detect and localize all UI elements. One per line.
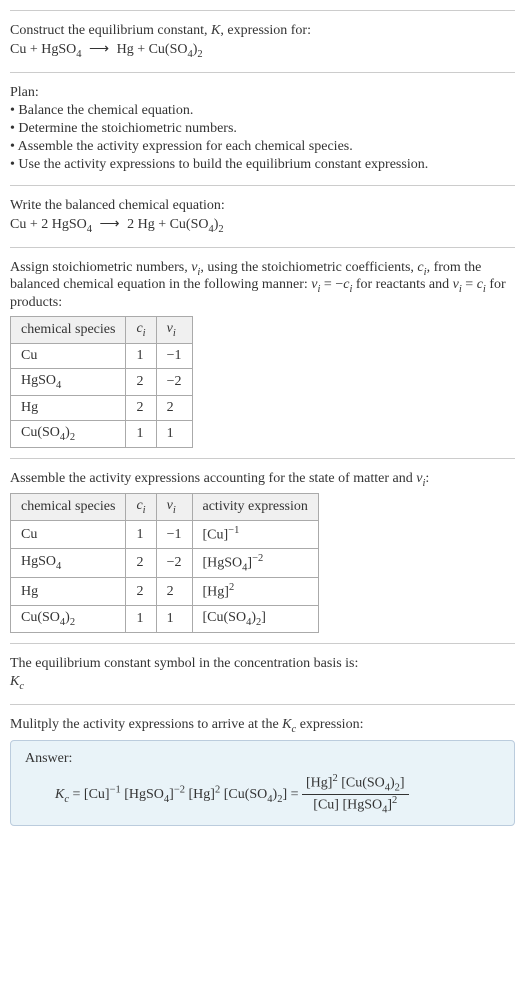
table-header: chemical species xyxy=(11,317,126,344)
table-cell: 2 xyxy=(156,578,192,606)
answer-box: Answer: Kc = [Cu]−1 [HgSO4]−2 [Hg]2 [Cu(… xyxy=(10,740,515,826)
balanced-heading: Write the balanced chemical equation: xyxy=(10,198,515,214)
answer-fraction: [Hg]2 [Cu(SO4)2][Cu] [HgSO4]2 xyxy=(302,773,409,815)
plan-heading: Plan: xyxy=(10,85,515,101)
table-cell: [Hg]2 xyxy=(192,578,318,606)
table-cell: 1 xyxy=(156,605,192,632)
table-cell: HgSO4 xyxy=(11,368,126,395)
table-row: HgSO4 2 −2 [HgSO4]−2 xyxy=(11,548,319,577)
table-cell: Hg xyxy=(11,578,126,606)
table-header-row: chemical species ci νi xyxy=(11,317,193,344)
table-cell: −1 xyxy=(156,521,192,549)
stoich-section: Assign stoichiometric numbers, νi, using… xyxy=(10,247,515,458)
stoich-table: chemical species ci νi Cu 1 −1 HgSO4 2 −… xyxy=(10,316,193,447)
table-cell: 1 xyxy=(126,420,156,447)
multiply-section: Mulitply the activity expressions to arr… xyxy=(10,704,515,837)
table-cell: 2 xyxy=(156,395,192,420)
answer-expression: Kc = [Cu]−1 [HgSO4]−2 [Hg]2 [Cu(SO4)2] =… xyxy=(25,773,500,815)
table-row: HgSO4 2 −2 xyxy=(11,368,193,395)
balanced-equation: Cu + 2 HgSO4 ⟶ 2 Hg + Cu(SO4)2 xyxy=(10,216,515,235)
activity-table: chemical species ci νi activity expressi… xyxy=(10,493,319,632)
table-cell: [Cu]−1 xyxy=(192,521,318,549)
fraction-numerator: [Hg]2 [Cu(SO4)2] xyxy=(302,773,409,794)
table-cell: [Cu(SO4)2] xyxy=(192,605,318,632)
multiply-text: Mulitply the activity expressions to arr… xyxy=(10,717,515,735)
table-cell: 1 xyxy=(126,343,156,368)
table-cell: 1 xyxy=(156,420,192,447)
plan-section: Plan: • Balance the chemical equation. •… xyxy=(10,72,515,185)
table-cell: −1 xyxy=(156,343,192,368)
table-cell: −2 xyxy=(156,368,192,395)
table-row: Cu 1 −1 xyxy=(11,343,193,368)
fraction-denominator: [Cu] [HgSO4]2 xyxy=(302,795,409,815)
table-row: Cu(SO4)2 1 1 [Cu(SO4)2] xyxy=(11,605,319,632)
answer-label: Answer: xyxy=(25,751,500,767)
table-cell: Cu xyxy=(11,521,126,549)
table-header: ci xyxy=(126,317,156,344)
plan-item: • Balance the chemical equation. xyxy=(10,103,515,119)
plan-item: • Assemble the activity expression for e… xyxy=(10,139,515,155)
table-header-row: chemical species ci νi activity expressi… xyxy=(11,494,319,521)
table-header: activity expression xyxy=(192,494,318,521)
table-header: chemical species xyxy=(11,494,126,521)
balanced-section: Write the balanced chemical equation: Cu… xyxy=(10,185,515,247)
plan-item: • Use the activity expressions to build … xyxy=(10,157,515,173)
table-row: Cu 1 −1 [Cu]−1 xyxy=(11,521,319,549)
symbol-value: Kc xyxy=(10,674,515,692)
table-cell: Hg xyxy=(11,395,126,420)
table-cell: −2 xyxy=(156,548,192,577)
table-row: Cu(SO4)2 1 1 xyxy=(11,420,193,447)
stoich-text: Assign stoichiometric numbers, νi, using… xyxy=(10,260,515,312)
table-cell: [HgSO4]−2 xyxy=(192,548,318,577)
symbol-section: The equilibrium constant symbol in the c… xyxy=(10,643,515,704)
table-cell: Cu xyxy=(11,343,126,368)
answer-lhs: Kc = [Cu]−1 [HgSO4]−2 [Hg]2 [Cu(SO4)2] = xyxy=(55,787,302,802)
intro-section: Construct the equilibrium constant, K, e… xyxy=(10,10,515,72)
table-cell: 2 xyxy=(126,368,156,395)
table-cell: 2 xyxy=(126,395,156,420)
table-cell: 1 xyxy=(126,521,156,549)
table-cell: Cu(SO4)2 xyxy=(11,605,126,632)
table-cell: 2 xyxy=(126,578,156,606)
table-row: Hg 2 2 [Hg]2 xyxy=(11,578,319,606)
table-cell: 1 xyxy=(126,605,156,632)
table-header: νi xyxy=(156,494,192,521)
table-row: Hg 2 2 xyxy=(11,395,193,420)
plan-item: • Determine the stoichiometric numbers. xyxy=(10,121,515,137)
activity-text: Assemble the activity expressions accoun… xyxy=(10,471,515,489)
table-cell: Cu(SO4)2 xyxy=(11,420,126,447)
activity-section: Assemble the activity expressions accoun… xyxy=(10,458,515,643)
table-header: νi xyxy=(156,317,192,344)
intro-line: Construct the equilibrium constant, K, e… xyxy=(10,23,515,39)
symbol-text: The equilibrium constant symbol in the c… xyxy=(10,656,515,672)
intro-equation: Cu + HgSO4 ⟶ Hg + Cu(SO4)2 xyxy=(10,41,515,60)
table-cell: 2 xyxy=(126,548,156,577)
table-cell: HgSO4 xyxy=(11,548,126,577)
table-header: ci xyxy=(126,494,156,521)
